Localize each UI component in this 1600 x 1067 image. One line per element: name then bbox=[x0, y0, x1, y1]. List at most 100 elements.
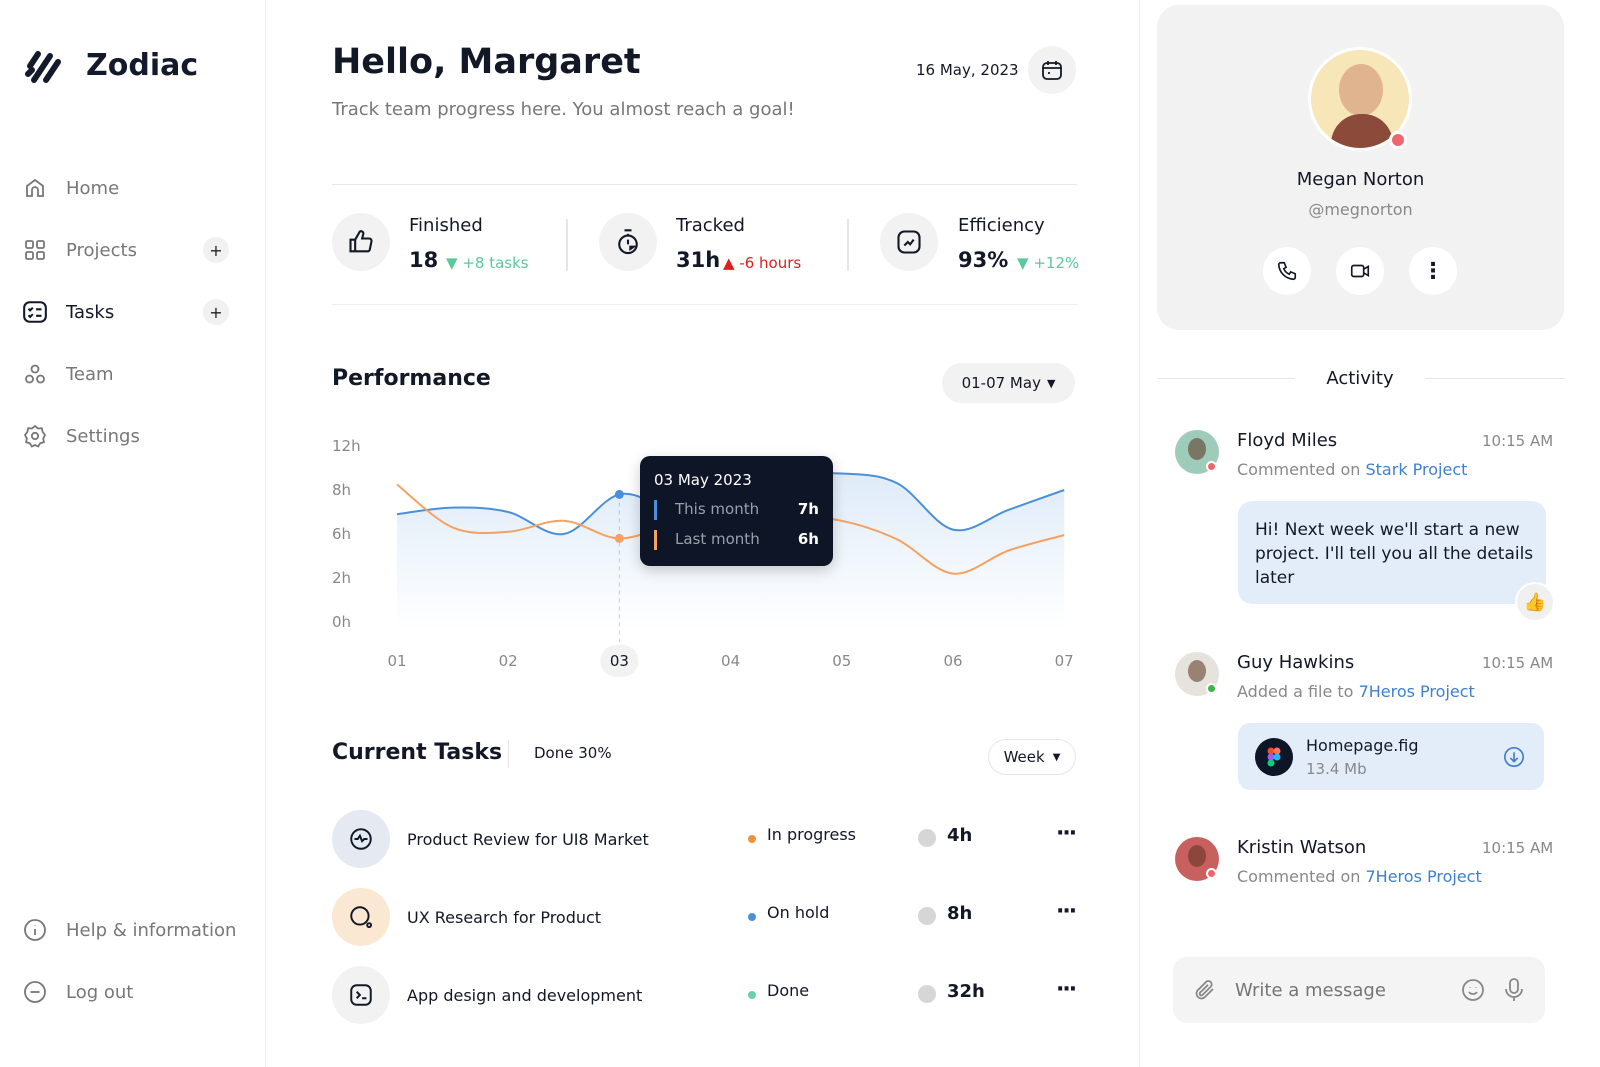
week-filter-value: Week bbox=[1003, 748, 1045, 766]
divider bbox=[847, 219, 849, 271]
message-input[interactable] bbox=[1235, 975, 1435, 1005]
divider bbox=[1157, 378, 1295, 379]
date-range-dropdown[interactable]: 01-07 May ▼ bbox=[942, 363, 1075, 403]
legend-swatch bbox=[654, 530, 657, 550]
tooltip-series-value: 6h bbox=[797, 530, 819, 548]
tasks-icon bbox=[22, 299, 48, 325]
activity-time: 10:15 AM bbox=[1482, 654, 1554, 672]
sidebar-item-label: Tasks bbox=[66, 301, 115, 323]
page-subtitle: Track team progress here. You almost rea… bbox=[332, 99, 795, 120]
zodiac-logo-icon bbox=[25, 51, 61, 83]
more-horizontal-icon[interactable]: ··· bbox=[1056, 899, 1077, 924]
chart-trend-icon bbox=[880, 213, 938, 271]
x-tick-label[interactable]: 01 bbox=[387, 652, 406, 670]
clock-icon bbox=[918, 829, 936, 847]
stat-efficiency-label: Efficiency bbox=[958, 215, 1045, 236]
reaction-badge[interactable]: 👍 bbox=[1515, 582, 1555, 622]
phone-icon bbox=[1277, 261, 1297, 281]
paperclip-icon[interactable] bbox=[1193, 978, 1217, 1002]
activity-user-name[interactable]: Kristin Watson bbox=[1237, 837, 1367, 858]
call-button[interactable] bbox=[1263, 247, 1311, 295]
calendar-button[interactable] bbox=[1028, 46, 1076, 94]
gear-icon bbox=[22, 423, 48, 449]
add-task-button[interactable]: + bbox=[203, 299, 229, 325]
x-tick-label[interactable]: 03 bbox=[610, 652, 629, 670]
divider bbox=[332, 184, 1077, 185]
logout-button[interactable]: Log out bbox=[22, 972, 237, 1012]
microphone-icon[interactable] bbox=[1502, 977, 1526, 1003]
main-content bbox=[266, 0, 1140, 1067]
task-time: 4h bbox=[947, 825, 973, 846]
x-tick-label[interactable]: 07 bbox=[1055, 652, 1074, 670]
stat-finished-label: Finished bbox=[409, 215, 483, 236]
help-link[interactable]: Help & information bbox=[22, 910, 262, 950]
more-horizontal-icon[interactable]: ··· bbox=[1056, 821, 1077, 846]
activity-user-name[interactable]: Guy Hawkins bbox=[1237, 652, 1355, 673]
highlight-point[interactable] bbox=[614, 533, 624, 543]
tasks-done-percent: Done 30% bbox=[534, 744, 612, 762]
home-icon bbox=[22, 175, 48, 201]
message-text: Hi! Next week we'll start a new project.… bbox=[1255, 520, 1534, 588]
logout-label: Log out bbox=[66, 981, 134, 1003]
more-options-button[interactable]: ⋮ bbox=[1409, 247, 1457, 295]
week-filter-dropdown[interactable]: Week ▼ bbox=[988, 739, 1076, 775]
activity-user-name[interactable]: Floyd Miles bbox=[1237, 430, 1338, 451]
tooltip-series-value: 7h bbox=[797, 500, 819, 518]
x-tick-label[interactable]: 04 bbox=[721, 652, 740, 670]
logout-icon bbox=[22, 979, 48, 1005]
stat-efficiency-delta: ▼ +12% bbox=[1017, 254, 1079, 272]
page-title: Hello, Margaret bbox=[332, 42, 641, 82]
add-project-button[interactable]: + bbox=[203, 237, 229, 263]
profile-card: Megan Norton @megnorton ⋮ bbox=[1157, 5, 1564, 330]
activity-title: Activity bbox=[1326, 368, 1394, 389]
sidebar-item-home[interactable]: Home bbox=[22, 168, 237, 208]
task-row[interactable]: App design and development Done 32h ··· bbox=[332, 965, 1077, 1025]
task-row[interactable]: Product Review for UI8 Market In progres… bbox=[332, 809, 1077, 869]
performance-title: Performance bbox=[332, 366, 491, 391]
sidebar-item-settings[interactable]: Settings bbox=[22, 416, 237, 456]
y-tick-label: 2h bbox=[332, 569, 351, 587]
file-size: 13.4 Mb bbox=[1306, 760, 1367, 778]
tasks-title: Current Tasks bbox=[332, 740, 503, 765]
stat-tracked-delta: ▲ -6 hours bbox=[723, 254, 801, 272]
terminal-icon bbox=[332, 966, 390, 1024]
sidebar-item-tasks[interactable]: Tasks + bbox=[22, 292, 237, 332]
activity-icon bbox=[332, 810, 390, 868]
x-tick-label[interactable]: 02 bbox=[499, 652, 518, 670]
profile-handle: @megnorton bbox=[1308, 200, 1413, 219]
status-indicator bbox=[1206, 868, 1217, 879]
tooltip-series-label: This month bbox=[675, 500, 760, 518]
help-label: Help & information bbox=[66, 919, 237, 941]
more-horizontal-icon[interactable]: ··· bbox=[1056, 977, 1077, 1002]
highlight-point[interactable] bbox=[614, 489, 624, 499]
x-tick-label[interactable]: 06 bbox=[943, 652, 962, 670]
sidebar-item-team[interactable]: Team bbox=[22, 354, 237, 394]
sidebar-item-projects[interactable]: Projects + bbox=[22, 230, 237, 270]
activity-action: Commented on bbox=[1237, 867, 1361, 886]
divider bbox=[1425, 378, 1565, 379]
activity-action: Commented on bbox=[1237, 460, 1361, 479]
delta-text: +12% bbox=[1033, 254, 1080, 272]
stat-finished-delta: ▼ +8 tasks bbox=[446, 254, 529, 272]
video-call-button[interactable] bbox=[1336, 247, 1384, 295]
y-tick-label: 12h bbox=[332, 437, 361, 455]
stat-tracked-value: 31h bbox=[676, 248, 721, 272]
triangle-up-icon: ▲ bbox=[723, 254, 735, 272]
project-link[interactable]: 7Heros Project bbox=[1365, 867, 1482, 886]
search-icon bbox=[332, 888, 390, 946]
x-tick-label[interactable]: 05 bbox=[832, 652, 851, 670]
current-date: 16 May, 2023 bbox=[916, 61, 1019, 79]
emoji-icon[interactable] bbox=[1461, 978, 1485, 1002]
status-indicator bbox=[1389, 131, 1407, 149]
calendar-icon bbox=[1042, 61, 1062, 80]
project-link[interactable]: 7Heros Project bbox=[1358, 682, 1475, 701]
project-link[interactable]: Stark Project bbox=[1365, 460, 1468, 479]
download-icon[interactable] bbox=[1503, 746, 1525, 768]
status-dot bbox=[748, 835, 756, 843]
delta-text: -6 hours bbox=[739, 254, 802, 272]
task-status: In progress bbox=[767, 825, 857, 844]
file-attachment[interactable]: Homepage.fig 13.4 Mb bbox=[1238, 723, 1544, 790]
task-row[interactable]: UX Research for Product On hold 8h ··· bbox=[332, 887, 1077, 947]
profile-name: Megan Norton bbox=[1296, 169, 1425, 190]
divider bbox=[508, 740, 509, 768]
